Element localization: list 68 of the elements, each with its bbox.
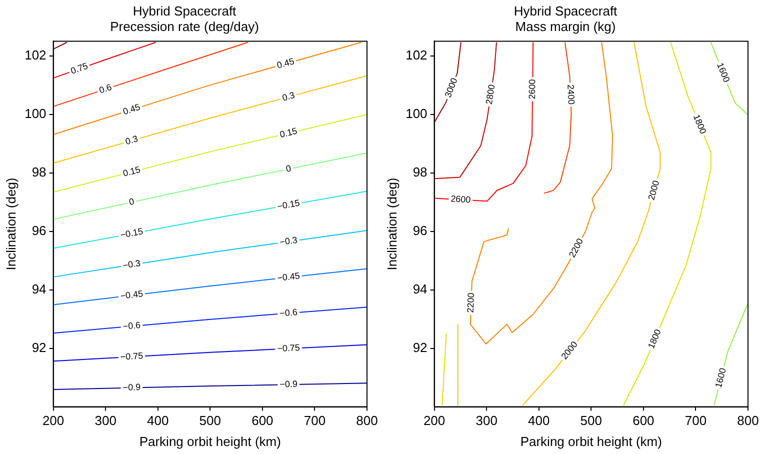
- x-tick-label: 200: [42, 413, 64, 428]
- text: 2200: [566, 236, 586, 260]
- x-axis-title: Parking orbit height (km): [520, 434, 662, 449]
- y-tick-label: 92: [32, 340, 46, 355]
- x-tick-label: 300: [476, 413, 498, 428]
- x-tick-label: 700: [684, 413, 707, 428]
- y-tick-label: 96: [32, 222, 46, 238]
- text: 2600: [526, 79, 538, 100]
- series-label: −0.9: [122, 382, 141, 392]
- text: 2200: [465, 292, 476, 313]
- text: 0.6: [98, 82, 113, 96]
- y-tick-label: 100: [24, 106, 46, 121]
- text: 0.75: [69, 60, 90, 76]
- text: −0.15: [276, 198, 301, 212]
- x-tick-label: 600: [632, 413, 654, 428]
- text: 0.15: [122, 164, 142, 178]
- text: 2800: [484, 84, 497, 105]
- chart-subtitle: Precession rate (deg/day): [110, 18, 259, 34]
- text: −0.75: [120, 350, 144, 362]
- x-tick-label: 700: [304, 413, 326, 428]
- text: 0.15: [278, 126, 298, 140]
- text: 1600: [715, 61, 732, 84]
- y-tick-label: 92: [412, 340, 428, 355]
- y-tick-label: 98: [32, 164, 46, 180]
- chart-title: Hybrid Spacecraft: [132, 3, 237, 18]
- x-axis-title: Parking orbit height (km): [139, 434, 281, 449]
- x-tick-label: 400: [147, 413, 169, 428]
- text: −0.9: [280, 378, 298, 390]
- series-label: −0.6: [279, 307, 298, 318]
- y-tick-label: 98: [412, 164, 428, 180]
- x-tick-label: 300: [94, 413, 116, 428]
- text: 0.3: [281, 90, 296, 103]
- y-tick-label: 100: [406, 106, 428, 121]
- text: −0.15: [120, 226, 144, 240]
- y-tick-label: 102: [24, 47, 46, 62]
- y-tick-label: 96: [412, 222, 428, 238]
- x-tick-label: 500: [199, 413, 221, 428]
- text: 1600: [713, 366, 728, 389]
- text: 1800: [646, 328, 663, 350]
- series-label: 2600: [450, 194, 471, 205]
- x-tick-label: 500: [580, 413, 602, 428]
- chart-title: Hybrid Spacecraft: [514, 3, 618, 18]
- y-axis-title: Inclination (deg): [384, 178, 400, 270]
- text: −0.45: [120, 288, 144, 302]
- x-tick-label: 800: [356, 413, 378, 428]
- text: 2400: [566, 84, 576, 105]
- chart-subtitle: Mass margin (kg): [515, 18, 616, 34]
- text: 2000: [646, 179, 662, 202]
- x-tick-label: 800: [737, 413, 759, 428]
- series-label: −0.75: [276, 342, 300, 354]
- y-axis-title: Inclination (deg): [3, 178, 18, 270]
- text: 1800: [691, 112, 708, 136]
- text: −0.3: [122, 258, 142, 271]
- text: 0: [285, 163, 292, 174]
- text: 3000: [442, 76, 460, 99]
- x-tick-label: 200: [423, 413, 446, 428]
- x-tick-label: 600: [252, 413, 274, 428]
- text: −0.3: [278, 234, 298, 248]
- text: 0: [128, 196, 136, 208]
- text: 0.45: [276, 56, 296, 70]
- y-tick-label: 94: [412, 281, 428, 296]
- text: 0.3: [124, 134, 139, 147]
- text: 0.45: [122, 102, 142, 117]
- text: −0.45: [276, 270, 300, 284]
- y-tick-label: 94: [32, 281, 46, 296]
- x-tick-label: 400: [528, 413, 550, 428]
- y-tick-label: 102: [406, 47, 428, 62]
- text: −0.6: [122, 320, 141, 332]
